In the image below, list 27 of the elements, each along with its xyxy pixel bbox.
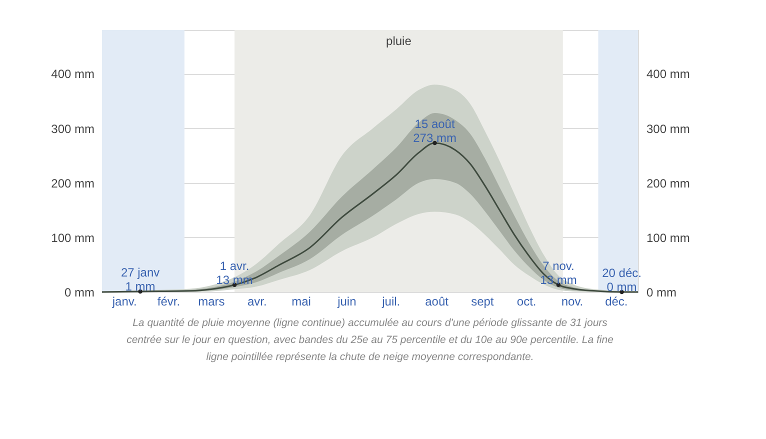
- x-tick-label: janv.: [111, 294, 137, 308]
- line-series: [101, 140, 639, 294]
- y2-tick-label: 0 mm: [646, 286, 677, 300]
- y2-tick-label: 100 mm: [646, 230, 690, 245]
- x-tick-label: mars: [198, 294, 225, 308]
- x-tick-label: sept: [471, 294, 494, 308]
- band-label: pluie: [386, 34, 412, 48]
- y-tick-label: 400 mm: [51, 67, 94, 82]
- x-tick-label: déc.: [605, 294, 628, 308]
- x-tick-label: juin: [336, 294, 356, 308]
- x-tick-label: mai: [292, 294, 311, 308]
- y2-tick-label: 400 mm: [646, 67, 690, 82]
- y-tick-label: 100 mm: [51, 230, 94, 245]
- x-tick-label: juil.: [381, 294, 400, 308]
- text: La quantité de pluie moyenne (ligne continue) accumulée au cours d'une période glissante de 31 jours centrée sur le jour en question, avec bandes du 25e au 75 percentile et du 10e au 90e percentile. La fine ligne pointillée représente la chute de neige moyenne correspondante.: [126, 317, 614, 363]
- x-tick-label: août: [425, 294, 450, 308]
- x-tick-label: oct.: [516, 294, 536, 308]
- x-tick-label: févr.: [157, 294, 180, 308]
- annotation: 15 août 273 mm: [413, 116, 456, 145]
- y-tick-label: 0 mm: [64, 286, 95, 300]
- y-tick-label: 200 mm: [51, 176, 94, 190]
- y2-tick-label: 200 mm: [646, 176, 690, 190]
- x-tick-label: nov.: [561, 294, 584, 308]
- x-tick-label: avr.: [247, 294, 267, 308]
- y2-tick-label: 300 mm: [646, 122, 690, 136]
- y-tick-label: 300 mm: [51, 122, 94, 136]
- point: [432, 140, 437, 146]
